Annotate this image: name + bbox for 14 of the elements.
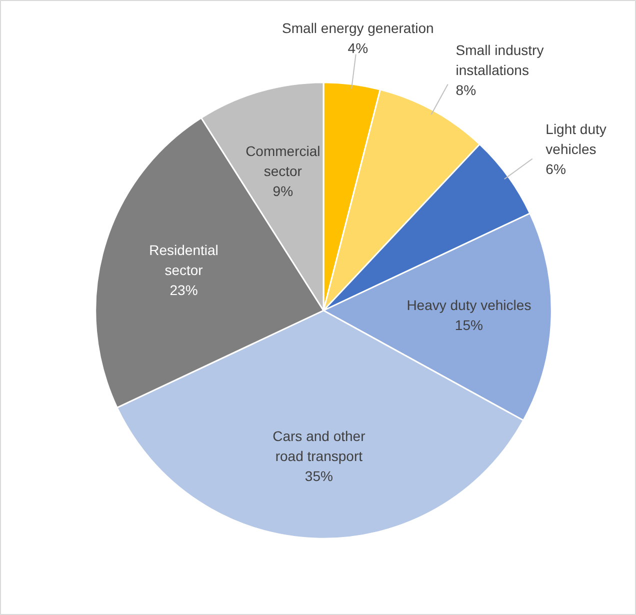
slice-label: Residential sector [149, 242, 218, 278]
slice-label: Small energy generation [282, 20, 434, 36]
data-label: 4% [348, 40, 368, 56]
slice-label: Commercial sector [246, 142, 320, 179]
slice-label: Small industry installations [456, 42, 544, 78]
slice-label: Cars and other road transport [272, 428, 366, 464]
slice-label: Heavy duty vehicles [406, 297, 532, 314]
data-label: 9% [272, 182, 294, 199]
data-label: 15% [454, 317, 483, 334]
data-label: 35% [304, 468, 333, 484]
slice-label: Light duty vehicles [546, 121, 606, 158]
data-label: 6% [546, 161, 566, 178]
data-label: 8% [456, 82, 476, 98]
data-label: 23% [170, 282, 198, 298]
